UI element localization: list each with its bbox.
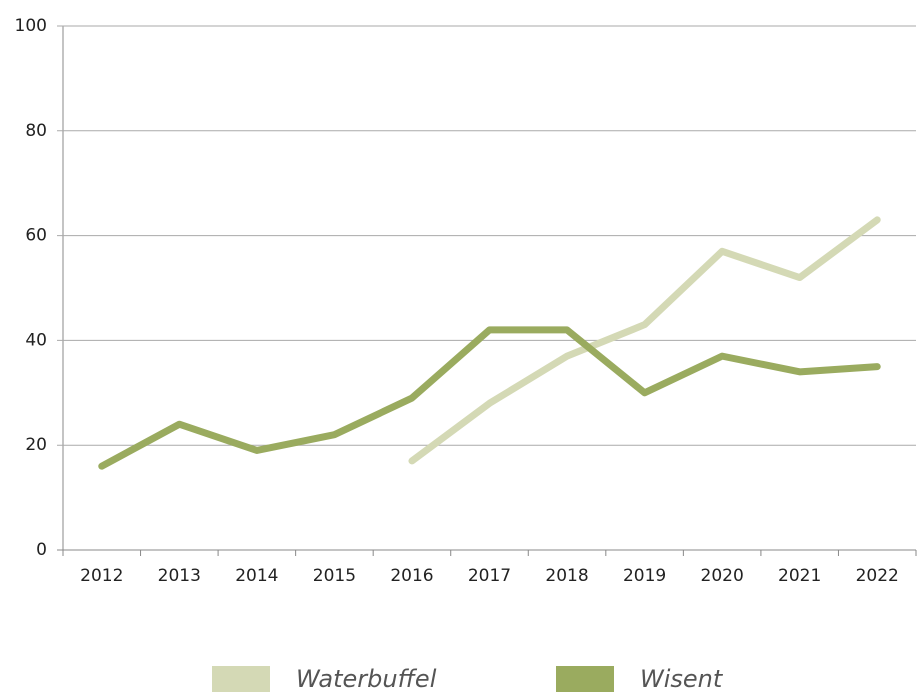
x-tick-label: 2022 <box>856 566 899 586</box>
x-tick-label: 2017 <box>468 566 511 586</box>
y-tick-label: 60 <box>25 226 47 246</box>
y-tick-label: 80 <box>25 121 47 141</box>
y-tick-label: 40 <box>25 330 47 350</box>
x-tick-label: 2013 <box>158 566 201 586</box>
y-tick-label: 100 <box>15 16 47 36</box>
legend-label: Waterbuffel <box>296 665 437 692</box>
y-tick-label: 0 <box>36 540 47 560</box>
y-tick-label: 20 <box>25 435 47 455</box>
line-series <box>408 216 881 465</box>
legend-swatch <box>212 666 270 692</box>
legend-swatch <box>556 666 614 692</box>
x-tick-label: 2012 <box>80 566 123 586</box>
x-tick-label: 2016 <box>390 566 433 586</box>
line-series <box>98 326 881 470</box>
x-tick-label: 2021 <box>778 566 821 586</box>
x-tick-label: 2014 <box>235 566 278 586</box>
x-tick-label: 2015 <box>313 566 356 586</box>
x-tick-label: 2020 <box>701 566 744 586</box>
x-tick-label: 2018 <box>545 566 588 586</box>
x-tick-label: 2019 <box>623 566 666 586</box>
legend-label: Wisent <box>640 665 724 692</box>
